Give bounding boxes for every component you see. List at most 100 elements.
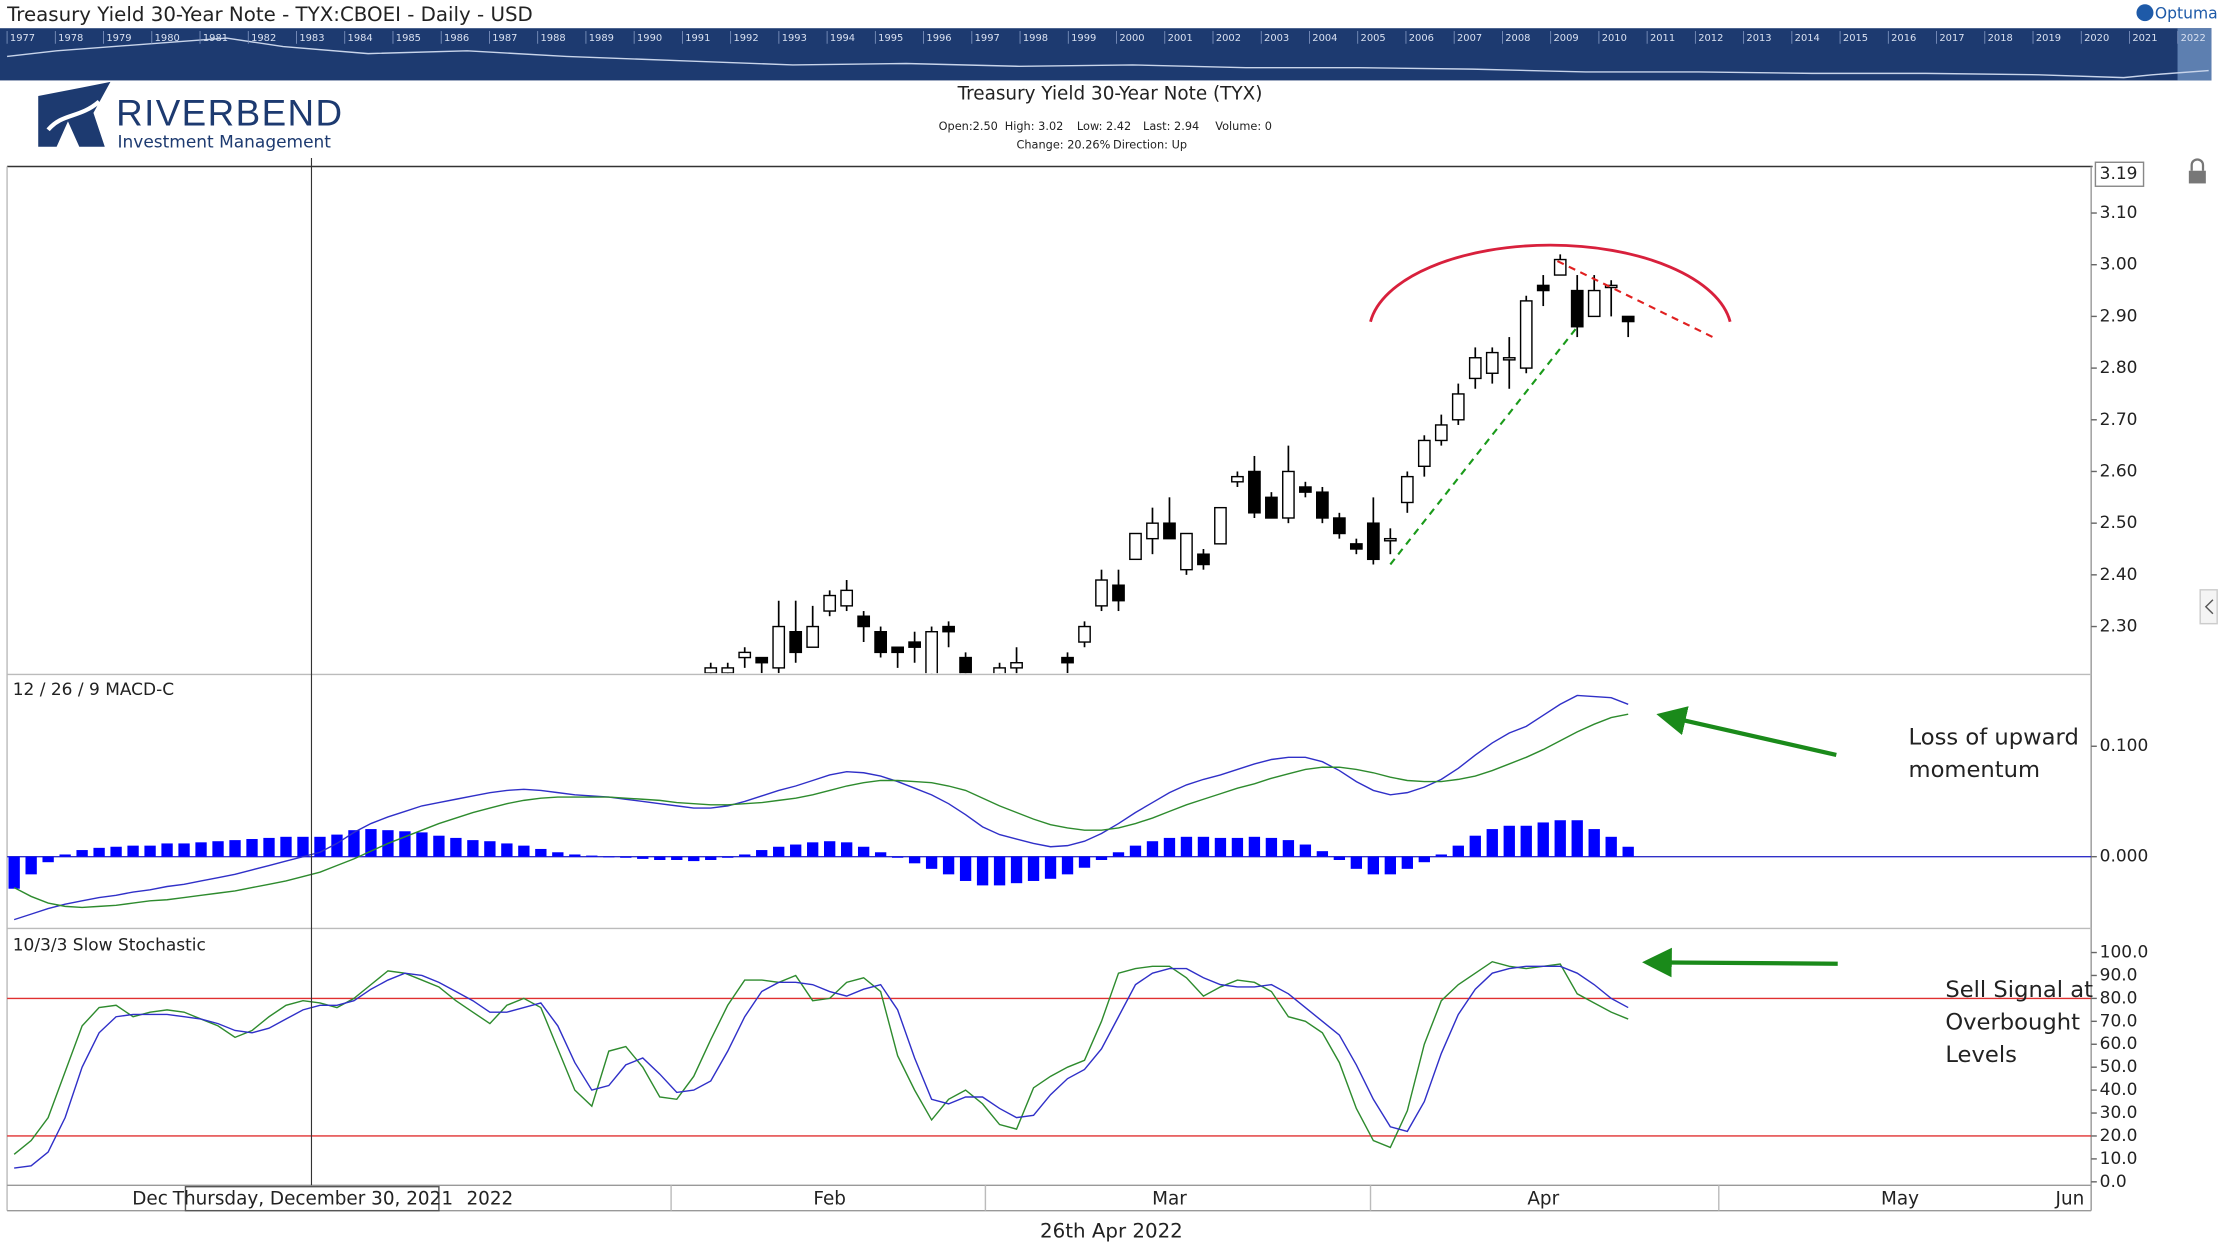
year-label[interactable]: 1999 xyxy=(1071,33,1096,44)
year-label[interactable]: 2018 xyxy=(1988,33,2013,44)
year-label[interactable]: 1978 xyxy=(58,33,83,44)
macd-line xyxy=(13,713,1629,909)
year-label[interactable]: 2014 xyxy=(1795,33,1820,44)
histogram-bar xyxy=(331,834,343,857)
y-tick-label: 40.0 xyxy=(2100,1079,2138,1099)
year-label[interactable]: 2016 xyxy=(1891,33,1916,44)
year-label[interactable]: 1977 xyxy=(10,33,35,44)
year-label[interactable]: 1991 xyxy=(685,33,710,44)
year-label[interactable]: 1989 xyxy=(589,33,614,44)
histogram-bar xyxy=(654,856,666,860)
histogram-bar xyxy=(76,850,88,857)
year-label[interactable]: 1982 xyxy=(251,33,276,44)
year-label[interactable]: 1998 xyxy=(1023,33,1048,44)
y-tick-label: 50.0 xyxy=(2100,1056,2138,1076)
year-label[interactable]: 1995 xyxy=(878,33,903,44)
lock-icon[interactable] xyxy=(2188,158,2206,184)
histogram-bar xyxy=(620,856,632,858)
year-label[interactable]: 1988 xyxy=(541,33,566,44)
y-tick-label: 3.10 xyxy=(2100,202,2138,222)
year-label[interactable]: 1985 xyxy=(396,33,421,44)
histogram-bar xyxy=(1265,837,1278,857)
candle-body xyxy=(908,641,921,648)
year-label[interactable]: 1984 xyxy=(348,33,373,44)
top-value: 3.19 xyxy=(2100,163,2138,183)
year-label[interactable]: 1996 xyxy=(926,33,951,44)
histogram-bar xyxy=(637,856,649,859)
year-label[interactable]: 2000 xyxy=(1119,33,1144,44)
year-label[interactable]: 1992 xyxy=(733,33,758,44)
candle-body xyxy=(1570,289,1584,328)
candle-body xyxy=(1316,491,1329,519)
annotation: Levels xyxy=(1945,1042,2017,1068)
y-tick-label: 2.70 xyxy=(2100,409,2138,429)
year-label[interactable]: 2005 xyxy=(1361,33,1386,44)
year-label[interactable]: 2022 xyxy=(2181,33,2206,44)
y-tick-label: 0.000 xyxy=(2100,846,2149,866)
histogram-bar xyxy=(535,848,547,857)
year-label[interactable]: 2021 xyxy=(2132,33,2157,44)
histogram-bar xyxy=(1486,829,1498,857)
year-label[interactable]: 1981 xyxy=(203,33,228,44)
year-label[interactable]: 2009 xyxy=(1553,33,1578,44)
stochastic-pane xyxy=(7,960,2092,1169)
year-label[interactable]: 2019 xyxy=(2036,33,2061,44)
y-tick-label: 100.0 xyxy=(2100,942,2149,962)
histogram-bar xyxy=(1197,836,1210,857)
year-label[interactable]: 1983 xyxy=(299,33,324,44)
histogram-bar xyxy=(1537,822,1549,857)
year-label[interactable]: 1994 xyxy=(830,33,855,44)
year-label[interactable]: 1987 xyxy=(492,33,517,44)
macd-line xyxy=(13,694,1629,921)
lock-body xyxy=(2188,170,2206,184)
year-label[interactable]: 2007 xyxy=(1457,33,1482,44)
pane-title: 12 / 26 / 9 MACD-C xyxy=(13,679,174,699)
y-tick-label: 0.100 xyxy=(2100,735,2149,755)
histogram-bar xyxy=(993,856,1006,886)
year-label[interactable]: 1986 xyxy=(444,33,469,44)
stochastic-line xyxy=(14,965,1629,1169)
year-label[interactable]: 2010 xyxy=(1602,33,1627,44)
year-label[interactable]: 2001 xyxy=(1168,33,1193,44)
year-label[interactable]: 1997 xyxy=(975,33,1000,44)
candle-body xyxy=(1112,584,1125,602)
brand: Optuma xyxy=(2155,5,2218,23)
histogram-bar xyxy=(399,831,411,857)
y-tick-label: 80.0 xyxy=(2100,987,2138,1007)
year-label[interactable]: 1990 xyxy=(637,33,662,44)
candle-body xyxy=(1332,517,1346,535)
x-tick-label: Apr xyxy=(1527,1188,1559,1209)
navigator[interactable]: 1977 1978 1979 1980 1981 1982 1983 1984 1985 1986… xyxy=(0,28,2212,81)
candle-body xyxy=(704,667,718,674)
histogram-bar xyxy=(552,852,564,857)
year-label[interactable]: 2011 xyxy=(1650,33,1675,44)
rounding-top-arc xyxy=(1369,243,1732,323)
histogram-bar xyxy=(1129,845,1142,857)
candle-body xyxy=(1299,486,1312,493)
year-label[interactable]: 1980 xyxy=(155,33,180,44)
year-label[interactable]: 1993 xyxy=(782,33,807,44)
histogram-bar xyxy=(1027,856,1040,881)
year-label[interactable]: 2003 xyxy=(1264,33,1289,44)
year-label[interactable]: 2006 xyxy=(1409,33,1434,44)
histogram-bar xyxy=(1010,856,1023,884)
histogram-bar xyxy=(280,836,292,857)
histogram-bar xyxy=(8,856,20,889)
year-label[interactable]: 2017 xyxy=(1939,33,1964,44)
candle-body xyxy=(1197,553,1210,566)
histogram-bar xyxy=(705,856,717,860)
year-label[interactable]: 2004 xyxy=(1312,33,1337,44)
histogram-bar xyxy=(450,837,462,857)
year-label[interactable]: 2008 xyxy=(1505,33,1530,44)
year-label[interactable]: 2002 xyxy=(1216,33,1241,44)
y-tick-label: 2.30 xyxy=(2100,616,2138,636)
year-label[interactable]: 2013 xyxy=(1746,33,1771,44)
year-label[interactable]: 2012 xyxy=(1698,33,1723,44)
histogram-bar xyxy=(773,846,785,857)
year-label[interactable]: 1979 xyxy=(106,33,131,44)
year-label[interactable]: 2015 xyxy=(1843,33,1868,44)
year-label[interactable]: 2020 xyxy=(2084,33,2109,44)
histogram-bar xyxy=(874,852,887,857)
side-toggle[interactable] xyxy=(2199,589,2218,625)
